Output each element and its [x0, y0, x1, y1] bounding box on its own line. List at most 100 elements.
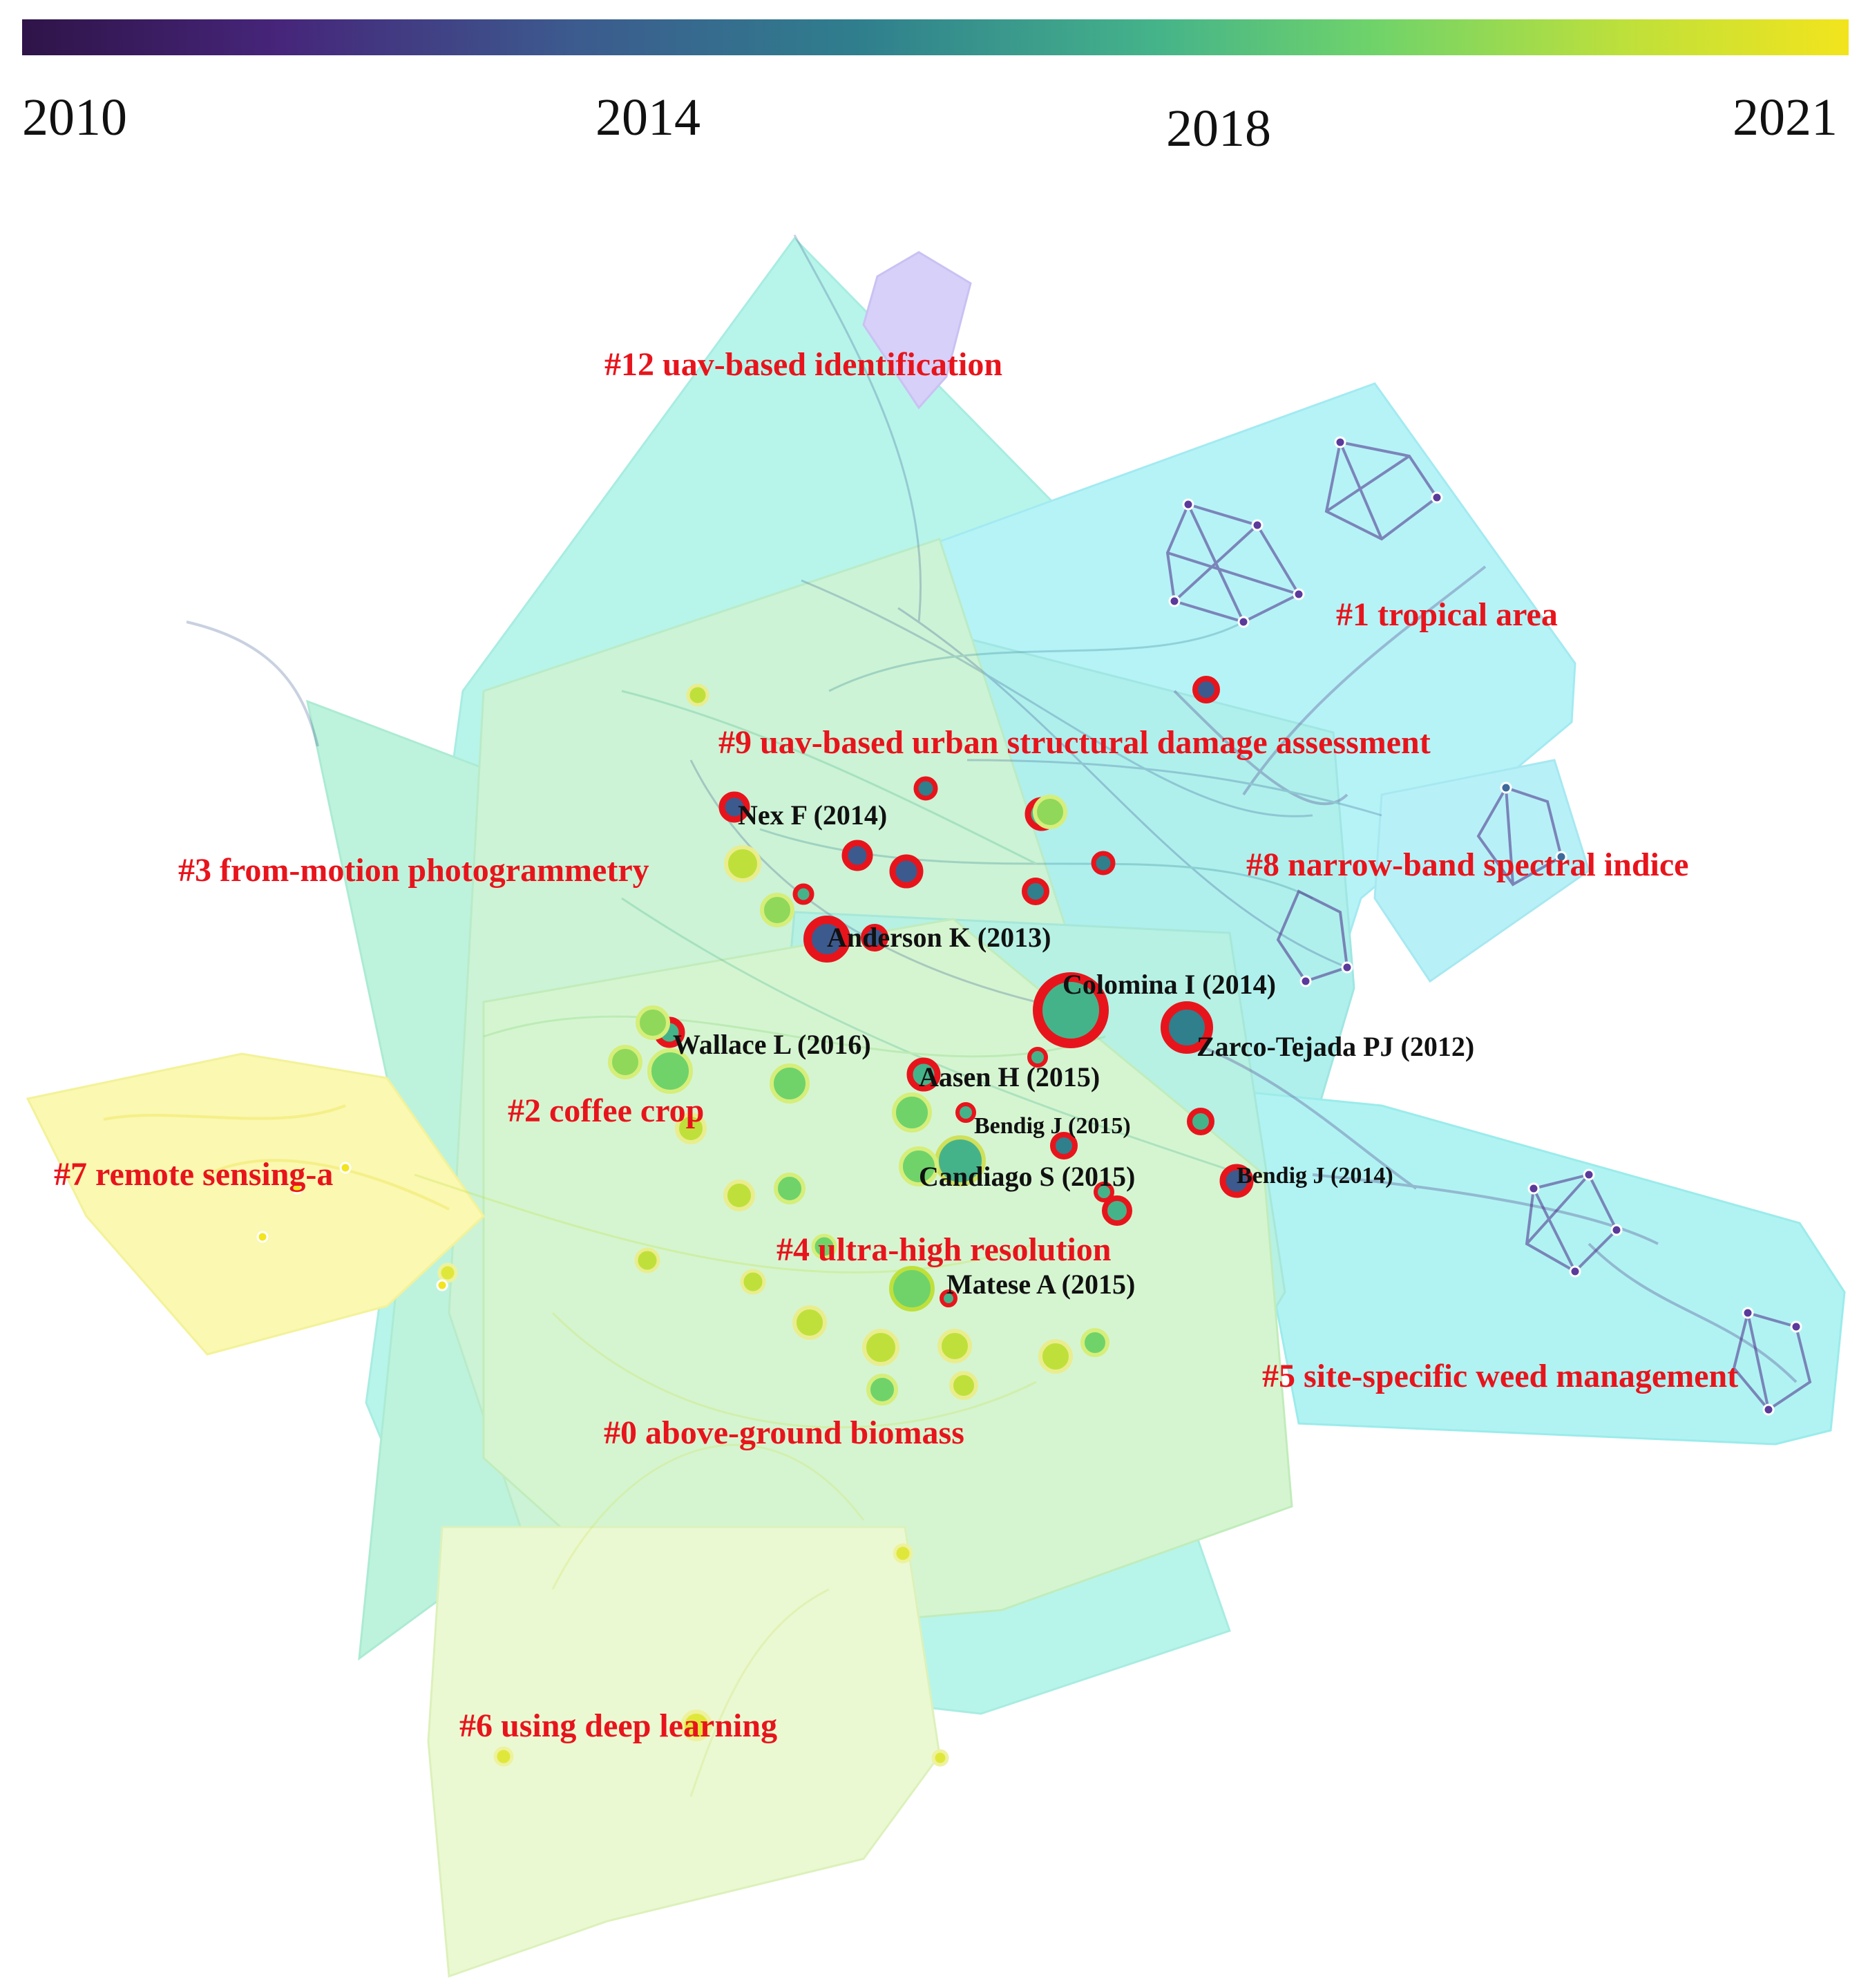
node-p15[interactable]: [1500, 782, 1512, 794]
label-cluster-5: #5 site-specific weed management: [1262, 1358, 1738, 1394]
node-a12[interactable]: [940, 1289, 957, 1307]
node-anderson[interactable]: [803, 916, 850, 963]
node-a10[interactable]: [955, 1102, 976, 1123]
label-bendig-2014: Bendig J (2014): [1237, 1163, 1393, 1189]
node-p7[interactable]: [1431, 491, 1443, 504]
node-y5[interactable]: [770, 1063, 810, 1104]
node-bendig-2014[interactable]: [1219, 1164, 1254, 1198]
author-labels: Nex F (2014) Anderson K (2013) Colomina …: [673, 799, 1474, 1300]
label-cluster-7: #7 remote sensing-a: [54, 1156, 333, 1193]
hull-c12-top: [862, 251, 972, 410]
node-y2[interactable]: [636, 1005, 670, 1040]
node-y9[interactable]: [774, 1173, 806, 1204]
hull-c12: [365, 236, 1231, 1715]
node-y11[interactable]: [862, 1329, 899, 1366]
node-y8[interactable]: [723, 1180, 755, 1211]
node-a1[interactable]: [841, 840, 873, 871]
label-cluster-8: #8 narrow-band spectral indice: [1246, 846, 1688, 883]
node-p16[interactable]: [1555, 851, 1567, 863]
node-c7b[interactable]: [339, 1162, 352, 1174]
node-y12[interactable]: [937, 1329, 972, 1363]
node-a7[interactable]: [792, 883, 814, 905]
node-p4[interactable]: [1237, 616, 1250, 628]
node-y16[interactable]: [740, 1269, 766, 1295]
label-nex: Nex F (2014): [738, 799, 887, 831]
node-a6[interactable]: [913, 776, 938, 801]
node-aasen[interactable]: [906, 1057, 941, 1092]
subcluster-narrow-band: [1476, 786, 1563, 887]
node-p10[interactable]: [1610, 1224, 1623, 1236]
node-y4[interactable]: [647, 1048, 693, 1094]
node-y27[interactable]: [634, 1247, 660, 1274]
node-y23[interactable]: [931, 1749, 949, 1767]
node-p9[interactable]: [1583, 1168, 1595, 1181]
node-bendig-2015[interactable]: [1050, 1132, 1078, 1159]
node-colomina[interactable]: [1033, 972, 1109, 1048]
citation-links: [103, 234, 1798, 1797]
node-y24[interactable]: [1080, 1328, 1109, 1357]
node-y1[interactable]: [724, 845, 761, 882]
node-p3[interactable]: [1293, 588, 1305, 600]
node-a5[interactable]: [1091, 851, 1116, 875]
node-p17[interactable]: [1299, 975, 1312, 987]
hull-c6: [427, 1526, 941, 1978]
node-a2[interactable]: [889, 854, 924, 889]
node-matese[interactable]: [889, 1266, 935, 1312]
node-y6[interactable]: [760, 893, 794, 927]
node-y26[interactable]: [437, 1262, 458, 1283]
node-y22[interactable]: [893, 1543, 913, 1564]
node-y7[interactable]: [675, 1113, 707, 1144]
node-y28[interactable]: [811, 1233, 837, 1260]
hull-c0: [482, 918, 1293, 1639]
label-cluster-1: #1 tropical area: [1336, 596, 1558, 633]
node-a13[interactable]: [1027, 1047, 1048, 1068]
year-label-2014: 2014: [595, 88, 700, 146]
node-c7d[interactable]: [436, 1279, 448, 1291]
node-p14[interactable]: [1762, 1403, 1775, 1416]
node-a8[interactable]: [1102, 1195, 1132, 1226]
node-p12[interactable]: [1742, 1307, 1754, 1319]
node-nex[interactable]: [718, 791, 750, 823]
node-a9[interactable]: [1187, 1108, 1214, 1135]
node-p1[interactable]: [1182, 498, 1194, 511]
node-y17[interactable]: [892, 1092, 932, 1133]
node-p2[interactable]: [1251, 519, 1264, 531]
label-bendig-2015: Bendig J (2015): [974, 1113, 1131, 1139]
subcluster-weed-a: [1525, 1173, 1619, 1274]
node-c7a[interactable]: [291, 1182, 303, 1195]
node-a4[interactable]: [1022, 878, 1049, 905]
label-candiago: Candiago S (2015): [919, 1161, 1135, 1192]
node-p8[interactable]: [1527, 1182, 1540, 1195]
node-y15[interactable]: [949, 1371, 978, 1400]
node-a11[interactable]: [1094, 1182, 1114, 1202]
node-y10[interactable]: [792, 1305, 827, 1340]
node-p13[interactable]: [1790, 1320, 1802, 1333]
node-y18[interactable]: [899, 1146, 939, 1186]
node-y14[interactable]: [866, 1374, 898, 1405]
year-label-2021: 2021: [1733, 88, 1838, 146]
label-cluster-4: #4 ultra-high resolution: [776, 1231, 1112, 1268]
node-y25[interactable]: [1033, 795, 1067, 829]
node-p5[interactable]: [1168, 595, 1181, 607]
node-y13[interactable]: [1038, 1339, 1073, 1374]
node-y3[interactable]: [608, 1045, 642, 1079]
label-cluster-2: #2 coffee crop: [508, 1092, 704, 1129]
node-a3[interactable]: [861, 924, 888, 952]
node-p18[interactable]: [1341, 961, 1353, 974]
node-p6[interactable]: [1334, 436, 1346, 448]
cluster-hulls: [26, 236, 1846, 1978]
node-c7c[interactable]: [256, 1231, 269, 1243]
hull-c7: [26, 1052, 485, 1356]
hull-c9: [717, 593, 1355, 1563]
node-y20[interactable]: [680, 1710, 712, 1741]
node-zarco-tejada[interactable]: [1161, 1001, 1213, 1054]
node-y21[interactable]: [493, 1746, 514, 1767]
hull-c5: [1242, 1090, 1846, 1446]
node-y19[interactable]: [686, 683, 709, 707]
subcluster-left: [1276, 889, 1349, 983]
label-colomina: Colomina I (2014): [1062, 969, 1276, 1000]
label-cluster-3: #3 from-motion photogrammetry: [178, 852, 649, 889]
node-p11[interactable]: [1569, 1265, 1581, 1278]
node-top-right[interactable]: [1192, 676, 1220, 703]
